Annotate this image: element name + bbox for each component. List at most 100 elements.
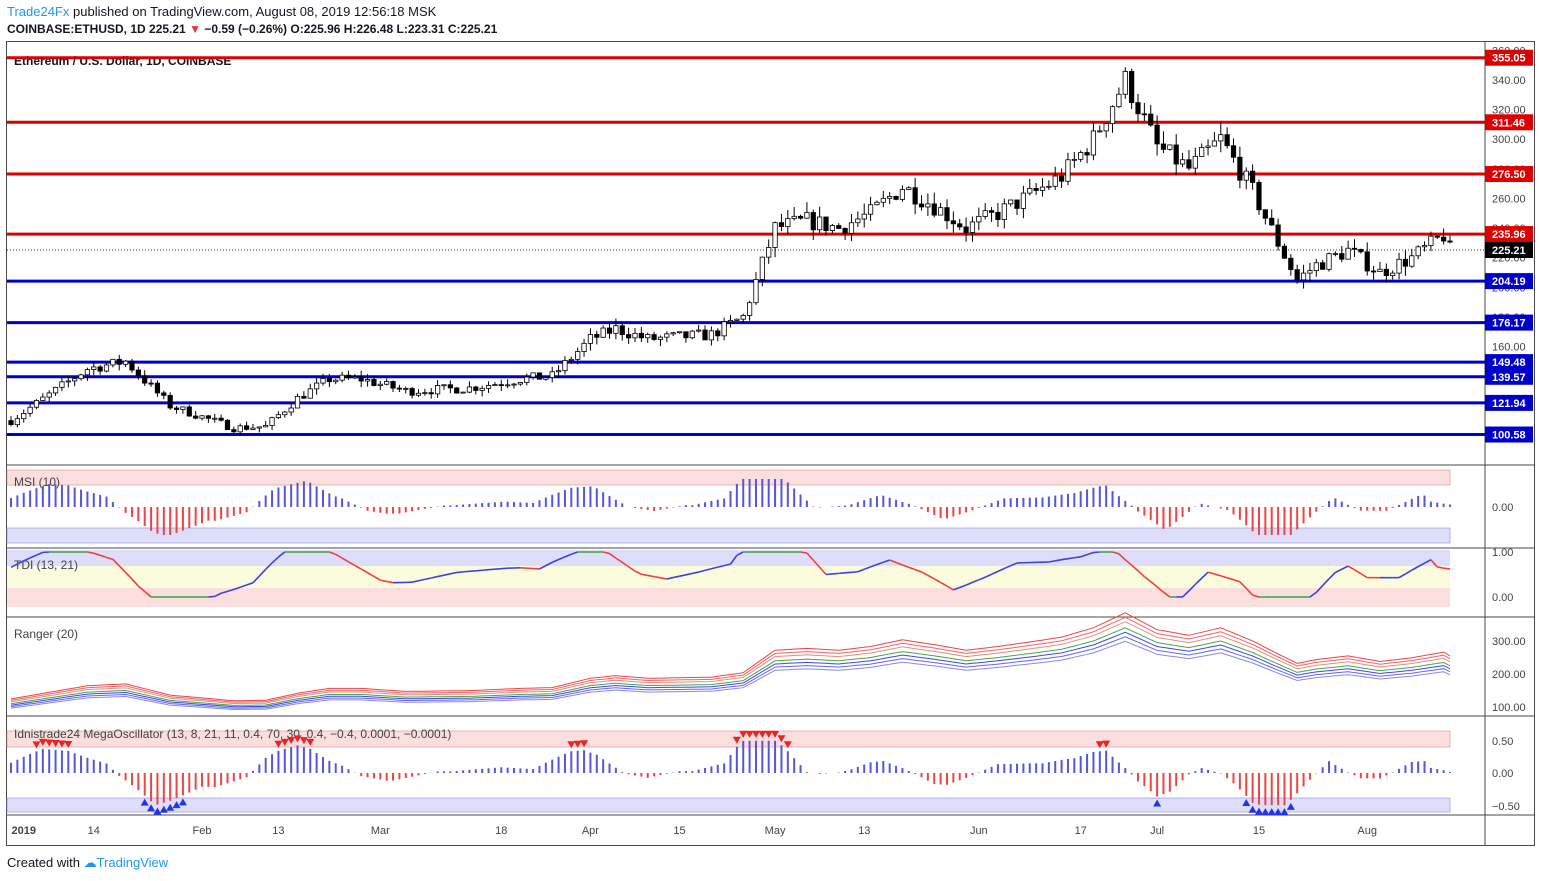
candle-body <box>1058 175 1065 182</box>
tdi-line-segment <box>1074 556 1081 559</box>
candle-body <box>154 382 161 394</box>
tdi-lower-band <box>7 588 1450 607</box>
ohlc-close-label: C: <box>447 22 461 36</box>
sell-signal-icon <box>64 740 73 748</box>
candle-body <box>485 385 492 389</box>
tdi-line-segment <box>1322 578 1330 587</box>
down-triangle-icon: ▼ <box>189 22 201 36</box>
tdi-line-segment <box>1226 576 1234 581</box>
candle-body <box>626 334 632 339</box>
candle-body <box>1071 158 1077 161</box>
candle-body <box>766 247 772 258</box>
msi-overbought-band <box>6 469 1451 486</box>
candle-body <box>403 388 409 390</box>
tradingview-link[interactable]: TradingView <box>96 855 169 870</box>
x-tick-label: Mar <box>371 825 390 837</box>
x-tick-label: 13 <box>858 825 870 837</box>
candle-body <box>180 406 186 410</box>
tdi-middle-band <box>7 566 1450 588</box>
sell-signal-icon <box>732 736 741 744</box>
tdi-line-segment <box>908 566 916 571</box>
candle-body <box>91 366 97 370</box>
candle-body <box>473 386 479 391</box>
tdi-line-segment <box>29 554 37 559</box>
tdi-line-segment <box>641 573 648 577</box>
candle-body <box>1230 145 1237 158</box>
resistance-price-label-bg <box>1485 114 1533 131</box>
candle-body <box>263 425 269 428</box>
tdi-line-segment <box>1201 571 1209 579</box>
candle-body <box>441 384 447 387</box>
tdi-line-segment <box>277 551 286 558</box>
tdi-line-segment <box>857 568 865 573</box>
tdi-line-segment <box>717 564 725 568</box>
tdi-line-segment <box>271 556 279 564</box>
x-tick-label: May <box>765 825 786 837</box>
tdi-line-segment <box>711 566 718 570</box>
x-tick-label: 15 <box>673 825 685 837</box>
candle-body <box>1179 159 1186 165</box>
tdi-line-segment <box>239 584 247 588</box>
tdi-line-segment <box>1315 584 1324 593</box>
buy-signal-icon <box>147 804 156 812</box>
tdi-line-segment <box>972 579 980 584</box>
candle-body <box>1135 102 1141 115</box>
buy-signal-icon <box>172 801 181 809</box>
candle-body <box>1129 71 1135 104</box>
candle-body <box>734 318 740 321</box>
ranger-line <box>10 636 1451 709</box>
buy-signal-icon <box>178 798 187 806</box>
tdi-line-segment <box>723 563 731 567</box>
candles <box>8 67 1453 436</box>
candle-body <box>218 417 224 421</box>
author-link[interactable]: Trade24Fx <box>7 4 70 19</box>
candle-body <box>1377 268 1383 272</box>
candle-body <box>479 387 485 391</box>
buy-signal-icon <box>1286 802 1295 810</box>
tdi-line-segment <box>883 559 890 563</box>
candle-body <box>1090 130 1097 156</box>
tdi-line-segment <box>914 568 922 573</box>
candle-body <box>250 427 256 430</box>
x-tick-label: Feb <box>193 825 212 837</box>
tdi-line-segment <box>463 570 470 573</box>
candle-body <box>339 374 345 381</box>
candle-body <box>288 407 294 413</box>
support-price-label: 139.57 <box>1492 372 1526 384</box>
candle-body <box>142 375 148 384</box>
tdi-line-segment <box>258 568 267 577</box>
candle-body <box>778 222 785 227</box>
price-change: −0.59 (−0.26%) <box>204 22 288 36</box>
candle-body <box>1332 253 1338 255</box>
candle-body <box>1300 272 1307 281</box>
candle-body <box>568 358 574 361</box>
x-tick-label: Jun <box>970 825 988 837</box>
candle-body <box>135 369 141 377</box>
candle-body <box>409 388 415 396</box>
mega-bars <box>10 730 1451 816</box>
tdi-line-segment <box>545 561 553 567</box>
candle-body <box>613 325 619 334</box>
tdi-line-segment <box>125 571 133 580</box>
tdi-line-segment <box>621 561 630 568</box>
tdi-line-segment <box>1156 586 1164 593</box>
tdi-line-segment <box>1162 591 1171 598</box>
tdi-line-segment <box>469 569 476 573</box>
candle-body <box>320 378 326 384</box>
price-tick-label: 160.00 <box>1492 342 1526 354</box>
tdi-line-segment <box>558 556 566 561</box>
price-tick-label: 300.00 <box>1492 134 1526 146</box>
candle-body <box>148 382 154 385</box>
candle-body <box>944 207 950 222</box>
buy-signal-icon <box>1153 799 1162 807</box>
tradingview-logo-icon[interactable]: ☁ <box>83 855 97 870</box>
tdi-line-segment <box>1143 576 1152 583</box>
x-tick-label: Aug <box>1357 825 1377 837</box>
sell-signal-icon <box>38 738 47 746</box>
candle-body <box>1001 203 1007 220</box>
candle-body <box>326 378 332 383</box>
candle-body <box>708 330 714 341</box>
candle-body <box>167 394 173 409</box>
candle-body <box>785 218 791 227</box>
